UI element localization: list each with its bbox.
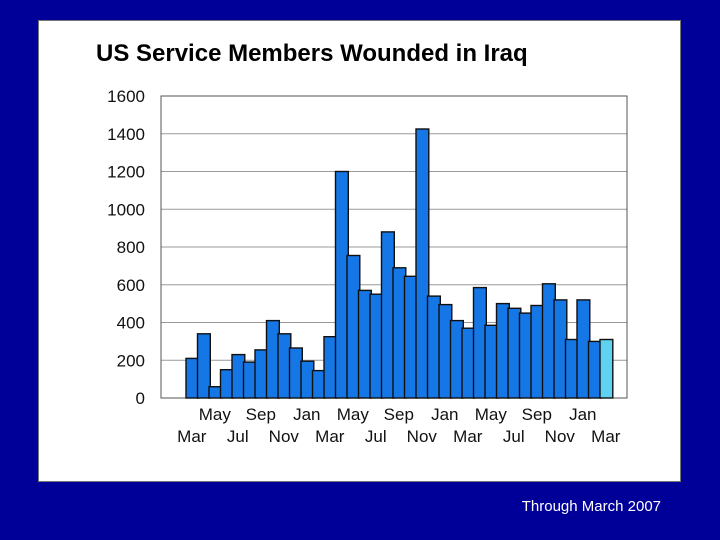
x-tick-label: Mar [177, 427, 207, 446]
y-tick-label: 1200 [107, 163, 145, 182]
y-tick-label: 1600 [107, 87, 145, 106]
x-tick-label: May [199, 405, 232, 424]
x-tick-label: Jul [503, 427, 525, 446]
x-tick-label: Jan [569, 405, 596, 424]
bars [185, 128, 614, 399]
y-tick-label: 1000 [107, 200, 145, 219]
chart-title: US Service Members Wounded in Iraq [96, 40, 528, 67]
x-axis-ticks: Mar May Jul Sep Nov Jan Mar May Jul Sep Nov Jan Mar M… [177, 405, 621, 446]
x-tick-label: May [475, 405, 508, 424]
x-tick-label: Sep [246, 405, 276, 424]
x-tick-label: Mar [453, 427, 483, 446]
chart-panel: US Service Members Wounded in Iraq 0 200 4… [38, 20, 681, 482]
y-tick-label: 800 [117, 238, 145, 257]
x-tick-label: Nov [269, 427, 300, 446]
y-tick-label: 600 [117, 276, 145, 295]
x-tick-label: Nov [545, 427, 576, 446]
y-tick-label: 0 [136, 389, 145, 408]
bar-nov-2004 [415, 128, 430, 399]
y-tick-label: 1400 [107, 125, 145, 144]
footer-caption: Through March 2007 [521, 498, 661, 515]
x-tick-label: Mar [591, 427, 621, 446]
x-tick-label: Nov [407, 427, 438, 446]
x-tick-label: Sep [384, 405, 414, 424]
y-tick-label: 200 [117, 351, 145, 370]
x-tick-label: May [337, 405, 370, 424]
x-tick-label: Jan [431, 405, 458, 424]
chart-canvas: US Service Members Wounded in Iraq 0 200 4… [96, 40, 628, 446]
bar-mar-2006 [599, 338, 614, 399]
x-tick-label: Jul [365, 427, 387, 446]
y-axis-ticks: 0 200 400 600 800 1000 1200 1400 1600 [107, 87, 145, 408]
x-tick-label: Jan [293, 405, 320, 424]
x-tick-label: Jul [227, 427, 249, 446]
y-tick-label: 400 [117, 314, 145, 333]
x-tick-label: Mar [315, 427, 345, 446]
bar-apr-2003 [196, 333, 212, 399]
x-tick-label: Sep [522, 405, 552, 424]
